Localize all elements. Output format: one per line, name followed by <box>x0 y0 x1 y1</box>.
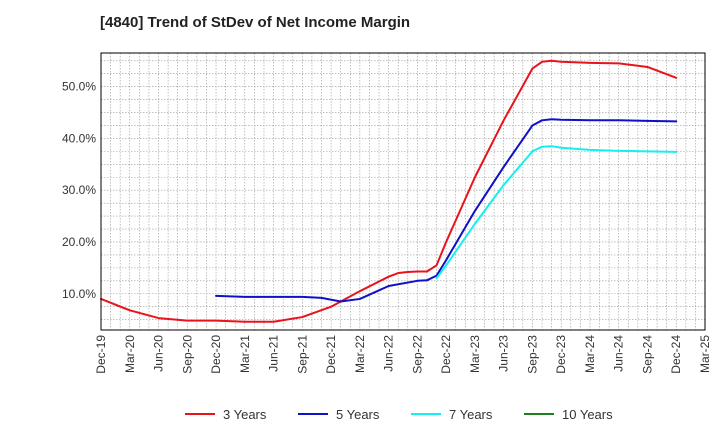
x-tick-label: Sep-22 <box>410 335 424 374</box>
x-tick-label: Jun-20 <box>152 335 166 372</box>
x-tick-label: Dec-22 <box>439 335 453 374</box>
x-tick-label: Mar-22 <box>353 335 367 373</box>
x-tick-label: Mar-20 <box>123 335 137 373</box>
series-line-2 <box>435 145 678 280</box>
x-tick-label: Mar-21 <box>238 335 252 373</box>
x-tick-label: Sep-21 <box>295 335 309 374</box>
plot-area <box>101 53 705 330</box>
x-tick-label: Jun-24 <box>612 335 626 372</box>
legend-label-3: 10 Years <box>562 407 613 422</box>
x-tick-label: Jun-23 <box>497 335 511 372</box>
chart-title: [4840] Trend of StDev of Net Income Marg… <box>100 14 411 31</box>
x-tick-label: Mar-24 <box>583 335 597 373</box>
y-tick-label: 30.0% <box>62 183 96 197</box>
x-tick-label: Sep-20 <box>180 335 194 374</box>
series-line-1 <box>215 118 678 303</box>
x-tick-label: Mar-25 <box>698 335 712 373</box>
y-axis-tick-labels: 10.0% 20.0% 30.0% 40.0% 50.0% <box>62 80 96 301</box>
x-tick-label: Sep-24 <box>640 335 654 374</box>
series-lines <box>100 59 678 323</box>
y-tick-label: 50.0% <box>62 80 96 94</box>
x-tick-label: Sep-23 <box>525 335 539 374</box>
y-tick-label: 10.0% <box>62 287 96 301</box>
x-tick-label: Dec-24 <box>669 335 683 374</box>
x-tick-label: Dec-19 <box>94 335 108 374</box>
y-tick-label: 20.0% <box>62 235 96 249</box>
y-tick-label: 40.0% <box>62 131 96 145</box>
legend-label-0: 3 Years <box>223 407 267 422</box>
x-tick-label: Dec-23 <box>554 335 568 374</box>
x-tick-label: Jun-21 <box>267 335 281 372</box>
legend-label-1: 5 Years <box>336 407 380 422</box>
x-tick-label: Mar-23 <box>468 335 482 373</box>
x-axis-tick-labels: Dec-19 Mar-20 Jun-20 Sep-20 Dec-20 Mar-21 Jun-… <box>94 335 712 374</box>
x-tick-label: Dec-21 <box>324 335 338 374</box>
x-tick-label: Dec-20 <box>209 335 223 374</box>
legend-label-2: 7 Years <box>449 407 493 422</box>
series-line-0 <box>100 59 678 323</box>
grid <box>101 53 705 330</box>
legend: 3 Years 5 Years 7 Years 10 Years <box>185 407 613 422</box>
x-tick-label: Jun-22 <box>382 335 396 372</box>
plot-border <box>100 52 706 331</box>
